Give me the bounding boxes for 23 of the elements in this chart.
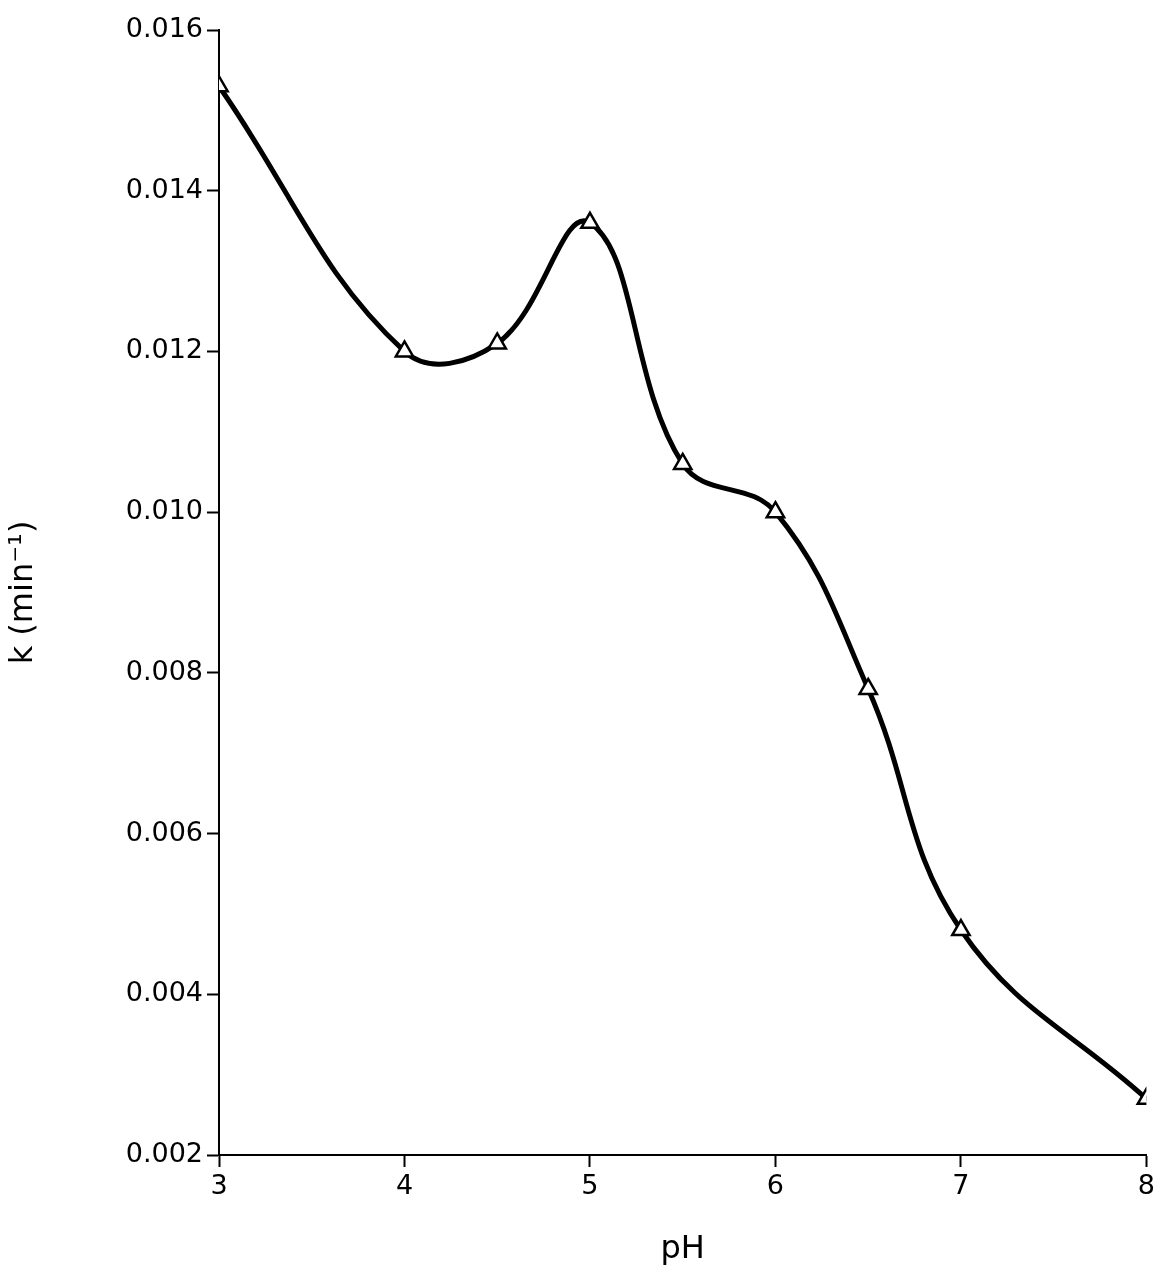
point — [580, 211, 600, 230]
y-tick-label: 0.004 — [125, 976, 203, 1008]
x-tick-label: 3 — [210, 1169, 228, 1201]
point — [487, 332, 508, 350]
point — [951, 918, 971, 937]
y-axis-title: k (min⁻¹) — [1, 520, 40, 665]
x-tick-label: 5 — [581, 1169, 599, 1201]
x-tick-label: 7 — [952, 1169, 970, 1201]
y-tick-label: 0.010 — [125, 494, 203, 526]
x-tick-label: 4 — [395, 1169, 414, 1201]
y-tick-label: 0.002 — [125, 1137, 203, 1169]
y-tick-label: 0.008 — [125, 654, 203, 686]
y-tick-label: 0.014 — [125, 172, 203, 204]
point — [765, 500, 786, 519]
y-tick-label: 0.012 — [125, 333, 203, 365]
point — [672, 452, 693, 471]
x-tick-label: 8 — [1137, 1169, 1155, 1201]
y-tick-label: 0.016 — [125, 12, 203, 44]
point — [858, 677, 879, 696]
x-tick-label: 6 — [766, 1169, 785, 1201]
x-axis-title: pH — [660, 1228, 705, 1267]
point — [394, 340, 415, 358]
y-tick-label: 0.006 — [125, 815, 203, 847]
